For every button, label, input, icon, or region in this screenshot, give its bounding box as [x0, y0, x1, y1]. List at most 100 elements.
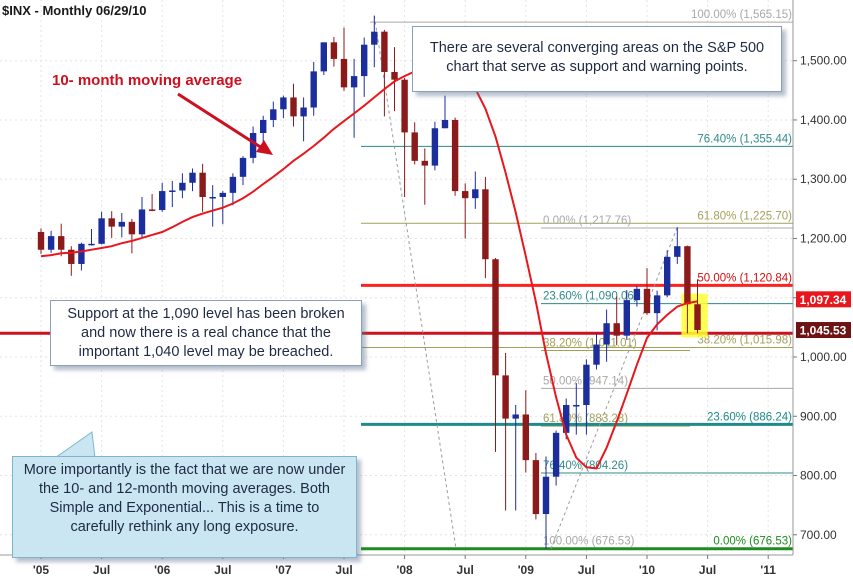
candles	[37, 15, 708, 549]
candle-body	[310, 71, 317, 108]
candle-body	[37, 231, 45, 250]
candle-body	[229, 176, 237, 193]
candle-body	[350, 76, 358, 88]
candle-body	[593, 344, 600, 365]
candle-body	[169, 190, 176, 192]
x-tick-label: '11	[760, 563, 776, 577]
y-tick-label: 1,200.00	[800, 231, 847, 245]
candle-body	[421, 160, 428, 166]
candle-body	[441, 119, 449, 129]
candle-body	[128, 221, 136, 235]
candle-body	[98, 218, 105, 244]
ma-arrow-line	[177, 92, 263, 150]
price-tag-label: 1,045.53	[800, 324, 847, 338]
candle-body	[492, 259, 499, 376]
candle-body	[653, 295, 661, 314]
candle-body	[249, 132, 257, 158]
candle-body	[694, 304, 701, 331]
y-tick-label: 700.00	[800, 528, 837, 542]
candle-body	[270, 109, 277, 120]
x-tick-label: Jul	[457, 563, 474, 577]
candle-body	[603, 323, 610, 345]
annotation-middle: Support at the 1,090 level has been brok…	[50, 300, 362, 366]
candle-body	[664, 256, 671, 296]
ma-label: 10- month moving average	[52, 72, 242, 89]
candle-body	[563, 405, 570, 433]
y-tick-label: 1,000.00	[800, 350, 847, 364]
candle-body	[623, 300, 630, 336]
price-tag-box	[796, 322, 851, 339]
x-tick-label: Jul	[214, 563, 231, 577]
candle-body	[502, 375, 509, 419]
candle-body	[159, 191, 166, 211]
price-tag-box	[796, 291, 851, 308]
candle-body	[199, 172, 206, 197]
candle-body	[674, 246, 681, 257]
candle-body	[68, 249, 75, 264]
x-tick-label: '06	[154, 563, 171, 577]
candle-body	[381, 31, 388, 72]
candle-body	[290, 97, 297, 117]
candle-body	[512, 414, 519, 419]
fib-level-label: 23.60% (886.24)	[707, 411, 792, 423]
annotation-bottom: More importantly is the fact that we are…	[12, 456, 357, 558]
candle-body	[472, 189, 479, 199]
ma-arrow-head	[256, 140, 273, 155]
y-axis: 700.00800.00900.001,000.001,100.001,200.…	[792, 0, 847, 555]
candle-body	[522, 414, 529, 461]
x-tick-label: Jul	[93, 563, 110, 577]
price-tag-label: 1,097.34	[800, 293, 847, 307]
chart-title: $INX - Monthly 06/29/10	[2, 3, 147, 18]
y-tick-label: 1,400.00	[800, 113, 847, 127]
candle-body	[138, 209, 146, 235]
fib-level-label: 0.00% (676.53)	[713, 536, 792, 548]
candle-body	[78, 243, 85, 264]
moving-average	[40, 60, 698, 470]
candle-body	[189, 172, 196, 183]
candle-body	[391, 71, 398, 80]
x-tick-label: '07	[275, 563, 292, 577]
candle-body	[300, 107, 307, 117]
candle-body	[280, 97, 287, 110]
candle-body	[209, 196, 216, 199]
candle-body	[482, 189, 489, 260]
candle-body	[47, 236, 55, 250]
moving-average-line	[40, 60, 698, 470]
x-tick-label: Jul	[335, 563, 352, 577]
candle-body	[431, 128, 439, 166]
candle-body	[643, 288, 651, 314]
candle-body	[451, 119, 459, 192]
fib-level-label: 100.00% (1,565.15)	[691, 9, 792, 21]
candle-body	[401, 79, 408, 133]
fib-level-label: 38.20% (1,015.98)	[697, 335, 792, 347]
x-tick-label: Jul	[578, 563, 595, 577]
fib-level-label: 61.80% (1,225.70)	[697, 210, 792, 222]
candle-body	[179, 182, 186, 191]
fib-level-label: 100.00% (676.53)	[543, 536, 635, 548]
candle-body	[219, 192, 226, 197]
candle-body	[108, 218, 115, 227]
candle-body	[260, 119, 267, 133]
candle-body	[633, 288, 641, 301]
y-tick-label: 1,300.00	[800, 172, 847, 186]
candle-body	[148, 209, 156, 211]
x-tick-label: Jul	[699, 563, 716, 577]
x-tick-label: '10	[639, 563, 656, 577]
price-tags: 1,097.34 1,045.53	[796, 291, 851, 339]
y-tick-label: 1,500.00	[800, 54, 847, 68]
candle-body	[542, 476, 550, 515]
candle-body	[532, 460, 540, 515]
candle-body	[361, 44, 368, 77]
fib-level-label: 0.00% (1,217.76)	[543, 215, 631, 227]
y-tick-label: 800.00	[800, 469, 837, 483]
candle-body	[411, 132, 418, 161]
x-tick-label: '05	[33, 563, 50, 577]
candle-body	[340, 58, 348, 88]
ma-arrow	[177, 92, 273, 155]
candle-body	[371, 31, 378, 45]
candle-body	[239, 157, 247, 177]
candle-body	[58, 236, 65, 250]
candle-body	[684, 246, 691, 305]
x-axis: '05 Jul '06 Jul '07 Jul '08 Jul '09 Jul '10 Jul '11	[0, 554, 793, 577]
fib-level-label: 76.40% (1,355.44)	[697, 133, 792, 145]
